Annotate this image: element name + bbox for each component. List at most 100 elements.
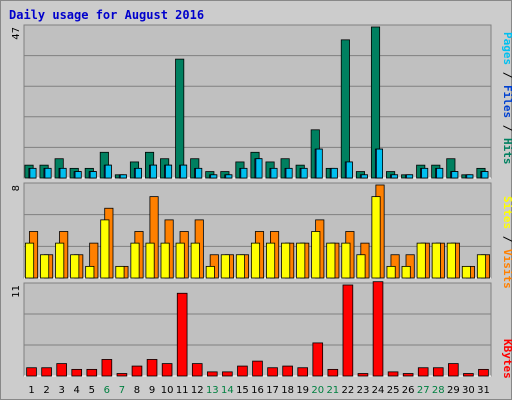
bar-sites-day-24: [371, 196, 381, 279]
bar-pages-day-27: [421, 167, 429, 179]
x-tick-label-day-17: 17: [266, 385, 279, 396]
bar-kbytes-day-3: [56, 363, 67, 377]
bar-pages-day-4: [74, 171, 82, 179]
bar-kbytes-day-26: [402, 373, 414, 377]
x-tick-label-day-22: 22: [342, 385, 355, 396]
bar-kbytes-day-8: [131, 365, 143, 377]
x-tick-label-day-19: 19: [296, 385, 309, 396]
legend-text-pages: Pages: [501, 32, 512, 65]
bar-sites-day-2: [40, 254, 50, 279]
bar-kbytes-day-2: [41, 367, 52, 377]
legend-text-: /: [501, 118, 512, 138]
bar-sites-day-29: [446, 242, 456, 279]
x-tick-label-day-1: 1: [28, 385, 34, 396]
legend-text-visits: Visits: [501, 249, 512, 289]
legend-sites-visits: Sites / Visits: [501, 196, 512, 289]
x-tick-label-day-12: 12: [191, 385, 204, 396]
bar-sites-day-27: [416, 242, 426, 279]
x-tick-label-day-15: 15: [236, 385, 249, 396]
legend-text-files: Files: [501, 85, 512, 118]
x-tick-label-day-5: 5: [89, 385, 95, 396]
bar-kbytes-day-23: [357, 373, 369, 377]
y-max-label: 11: [11, 285, 22, 298]
x-tick-label-day-6: 6: [104, 385, 110, 396]
bar-pages-day-19: [300, 167, 308, 179]
bar-sites-day-19: [296, 242, 306, 279]
bar-pages-day-10: [165, 164, 173, 179]
bar-pages-day-13: [210, 174, 218, 179]
bar-kbytes-day-21: [327, 368, 339, 377]
bar-pages-day-23: [360, 174, 368, 179]
bar-kbytes-day-10: [161, 363, 173, 377]
bar-sites-day-18: [281, 242, 291, 279]
panel-bottom: 11: [11, 281, 492, 377]
x-tick-label-day-28: 28: [432, 385, 445, 396]
bar-kbytes-day-13: [207, 371, 218, 377]
x-tick-label-day-11: 11: [176, 385, 189, 396]
bar-pages-day-17: [270, 167, 278, 179]
bar-sites-day-1: [24, 242, 35, 279]
bar-sites-day-5: [85, 265, 95, 279]
bar-pages-day-24: [375, 148, 383, 179]
bar-pages-day-28: [436, 167, 444, 179]
x-tick-label-day-26: 26: [402, 385, 415, 396]
bar-pages-day-16: [255, 158, 263, 179]
bar-sites-day-14: [220, 254, 230, 279]
bar-kbytes-day-20: [312, 342, 324, 377]
bar-kbytes-day-27: [417, 367, 429, 377]
bar-kbytes-day-18: [282, 365, 293, 377]
bar-kbytes-day-30: [463, 373, 474, 377]
y-max-label: 8: [11, 185, 22, 191]
bar-sites-day-12: [190, 242, 200, 279]
bar-pages-day-1: [29, 167, 37, 179]
bar-sites-day-16: [250, 242, 261, 279]
bar-sites-day-8: [130, 242, 140, 279]
bar-pages-day-30: [466, 174, 474, 179]
x-tick-label-day-4: 4: [74, 385, 80, 396]
chart-title: Daily usage for August 2016: [9, 8, 204, 22]
bar-pages-day-9: [150, 164, 158, 179]
x-tick-label-day-31: 31: [477, 385, 490, 396]
bar-kbytes-day-17: [267, 367, 278, 377]
bar-kbytes-day-1: [26, 367, 37, 377]
y-max-label: 47: [11, 27, 22, 40]
bar-sites-day-31: [476, 254, 487, 279]
bar-sites-day-28: [431, 242, 441, 279]
bar-sites-day-10: [160, 242, 170, 279]
bar-sites-day-22: [341, 242, 351, 279]
bar-pages-day-25: [391, 174, 399, 179]
bar-pages-day-7: [119, 174, 127, 179]
legend-text-hits: Hits: [501, 138, 512, 165]
bar-pages-day-26: [406, 174, 414, 179]
bar-pages-day-31: [481, 171, 489, 179]
bar-sites-day-17: [266, 242, 276, 279]
bar-sites-day-6: [100, 219, 110, 279]
bar-pages-day-15: [240, 167, 248, 179]
bar-sites-day-20: [311, 231, 321, 279]
x-tick-label-day-10: 10: [161, 385, 174, 396]
legend-text-sites: Sites: [501, 196, 512, 229]
bar-hits-day-22: [340, 39, 350, 179]
bar-sites-day-7: [115, 265, 125, 279]
bar-kbytes-day-11: [176, 292, 188, 377]
bar-pages-day-2: [44, 167, 52, 179]
x-tick-label-day-14: 14: [221, 385, 234, 396]
x-tick-label-day-18: 18: [281, 385, 294, 396]
bar-kbytes-day-19: [297, 367, 308, 377]
x-tick-label-day-25: 25: [387, 385, 400, 396]
legend-text-: /: [501, 65, 512, 85]
bar-sites-day-11: [175, 242, 185, 279]
bar-sites-day-21: [326, 242, 336, 279]
bar-pages-day-5: [89, 171, 97, 179]
bar-sites-day-25: [386, 265, 396, 279]
bar-pages-day-22: [345, 161, 353, 179]
x-tick-label-day-8: 8: [134, 385, 140, 396]
x-tick-label-day-2: 2: [43, 385, 49, 396]
bar-kbytes-day-9: [146, 359, 158, 377]
bar-kbytes-day-14: [222, 371, 233, 377]
bar-kbytes-day-31: [478, 368, 489, 377]
bar-sites-day-15: [235, 254, 245, 279]
bar-kbytes-day-16: [252, 360, 263, 377]
legend-text-kbytes: KBytes: [501, 339, 512, 379]
